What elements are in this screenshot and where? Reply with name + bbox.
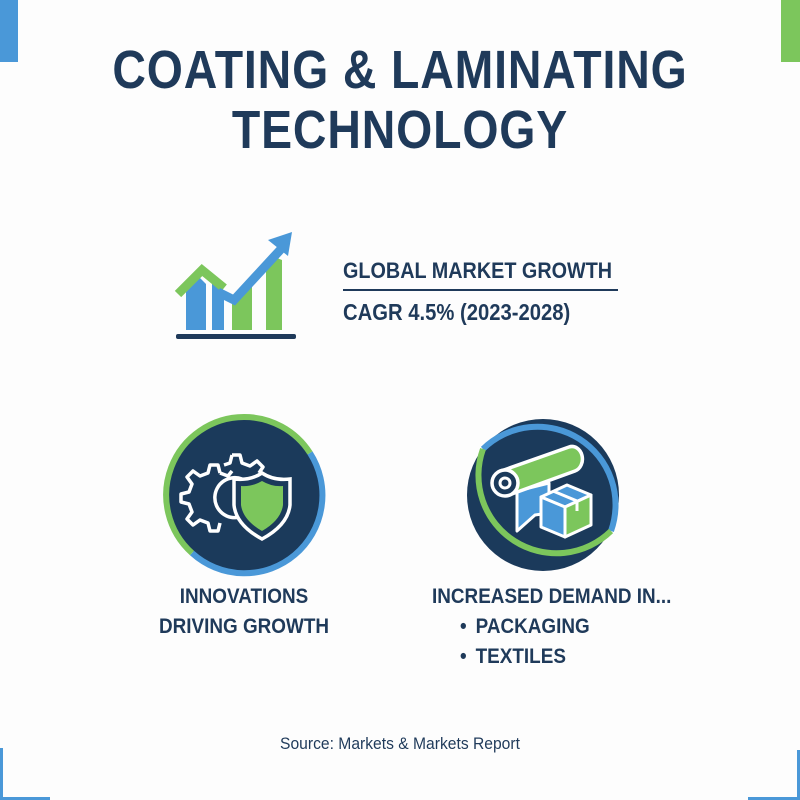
bar-chart-growth-arrow-icon: [174, 232, 296, 339]
list-item-textiles: TEXTILES: [460, 642, 676, 672]
market-growth-heading: GLOBAL MARKET GROWTH: [343, 258, 613, 283]
divider: [343, 289, 618, 291]
innovations-caption: INNOVATIONS DRIVING GROWTH: [144, 582, 344, 642]
corner-bracket-bottom-right: [748, 750, 800, 800]
corner-accent-top-right: [781, 0, 800, 62]
gear-shield-icon: [163, 413, 326, 577]
cagr-value: CAGR 4.5% (2023-2028): [343, 299, 571, 325]
demand-heading: INCREASED DEMAND IN...: [432, 585, 672, 608]
title-line-2: TECHNOLOGY: [231, 100, 569, 160]
film-roll-box-icon: [467, 419, 619, 571]
list-item-packaging: PACKAGING: [460, 612, 676, 642]
corner-accent-top-left: [0, 0, 18, 62]
demand-caption: INCREASED DEMAND IN... PACKAGING TEXTILE…: [420, 582, 700, 672]
caption-line-1: INNOVATIONS: [179, 585, 309, 608]
page-title: COATING & LAMINATING TECHNOLOGY: [56, 40, 744, 160]
caption-line-2: DRIVING GROWTH: [158, 615, 330, 638]
market-growth-block: GLOBAL MARKET GROWTH CAGR 4.5% (2023-202…: [343, 258, 619, 327]
corner-bracket-bottom-left: [0, 748, 50, 800]
title-line-1: COATING & LAMINATING: [112, 40, 688, 100]
source-citation: Source: Markets & Markets Report: [280, 734, 520, 753]
demand-list: PACKAGING TEXTILES: [420, 612, 700, 672]
